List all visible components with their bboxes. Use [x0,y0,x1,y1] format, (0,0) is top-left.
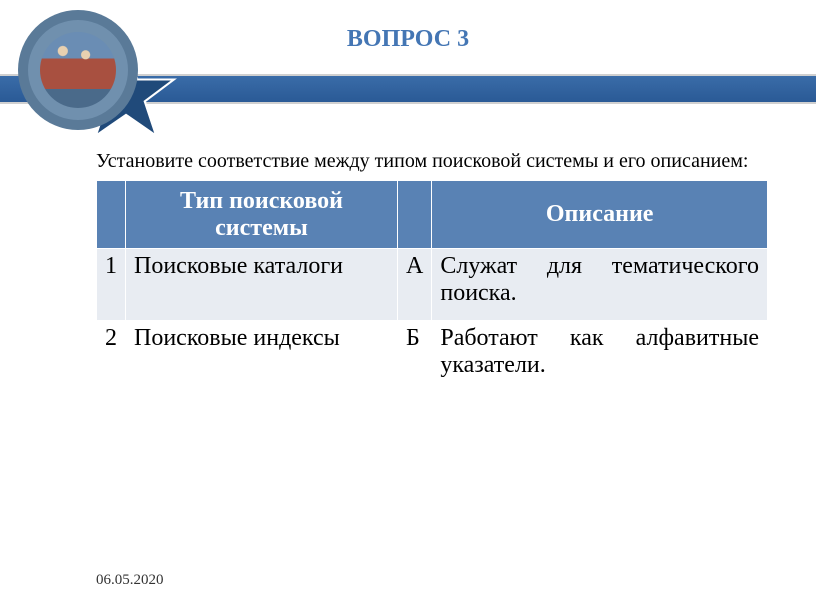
header-blank-2 [398,181,432,249]
date-footer: 06.05.2020 [96,572,164,589]
header-desc: Описание [432,181,768,249]
cell-desc: Служат для тематического поиска. [432,249,768,321]
cell-type: Поисковые индексы [126,321,398,393]
cell-type: Поисковые каталоги [126,249,398,321]
instruction-text: Установите соответствие между типом поис… [96,150,756,173]
table-row: 2 Поисковые индексы Б Работают как алфав… [97,321,768,393]
emblem-photo [40,32,116,108]
cell-num: 2 [97,321,126,393]
table-row: 1 Поисковые каталоги А Служат для темати… [97,249,768,321]
cell-letter: Б [398,321,432,393]
matching-table: Тип поисковой системы Описание 1 Поисков… [96,180,768,393]
cell-num: 1 [97,249,126,321]
cell-letter: А [398,249,432,321]
cell-desc: Работают как алфавитные указатели. [432,321,768,393]
header-type: Тип поисковой системы [126,181,398,249]
header-blank-1 [97,181,126,249]
college-emblem [18,10,138,130]
